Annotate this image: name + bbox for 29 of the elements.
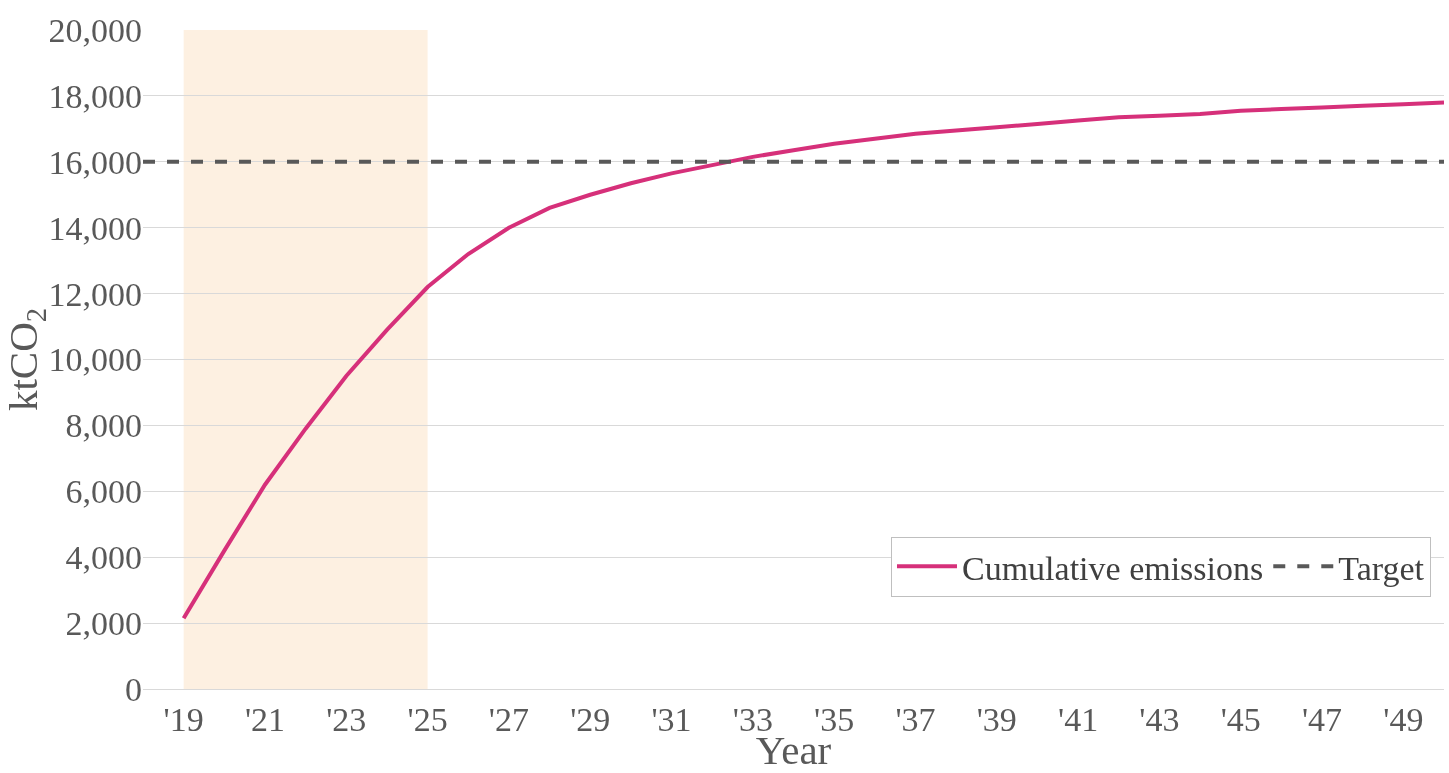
y-tick-label: 6,000 <box>65 473 142 511</box>
x-tick-label: '41 <box>1058 700 1099 738</box>
y-tick-label: 10,000 <box>48 341 142 379</box>
x-tick-label: '29 <box>570 700 611 738</box>
x-tick-label: '27 <box>488 700 529 738</box>
x-tick-label: '31 <box>651 700 692 738</box>
x-tick-label: '19 <box>163 700 204 738</box>
x-tick-label: '49 <box>1383 700 1424 738</box>
legend-label: Target <box>1338 549 1425 587</box>
y-tick-label: 2,000 <box>65 605 142 642</box>
x-tick-label: '39 <box>976 700 1017 738</box>
x-tick-label: '47 <box>1301 700 1343 738</box>
x-tick-label: '21 <box>244 700 286 738</box>
legend-label: Cumulative emissions <box>961 549 1264 587</box>
y-tick-label: 4,000 <box>65 539 142 577</box>
y-tick-label: 14,000 <box>48 209 142 247</box>
y-tick-label: 8,000 <box>65 407 142 445</box>
x-tick-label: '45 <box>1220 700 1261 738</box>
y-tick-label: 18,000 <box>48 77 142 115</box>
y-tick-label: 20,000 <box>48 11 142 49</box>
x-tick-label: '35 <box>814 700 855 738</box>
y-tick-label: 0 <box>125 670 142 708</box>
line-series <box>181 100 1444 621</box>
x-tick-label: '23 <box>326 700 367 738</box>
y-tick-label: 16,000 <box>48 143 142 181</box>
x-tick-label: '43 <box>1139 700 1180 738</box>
x-tick-label: '37 <box>895 700 936 738</box>
y-tick-label: 12,000 <box>48 275 142 313</box>
x-tick-label: '25 <box>407 700 448 738</box>
